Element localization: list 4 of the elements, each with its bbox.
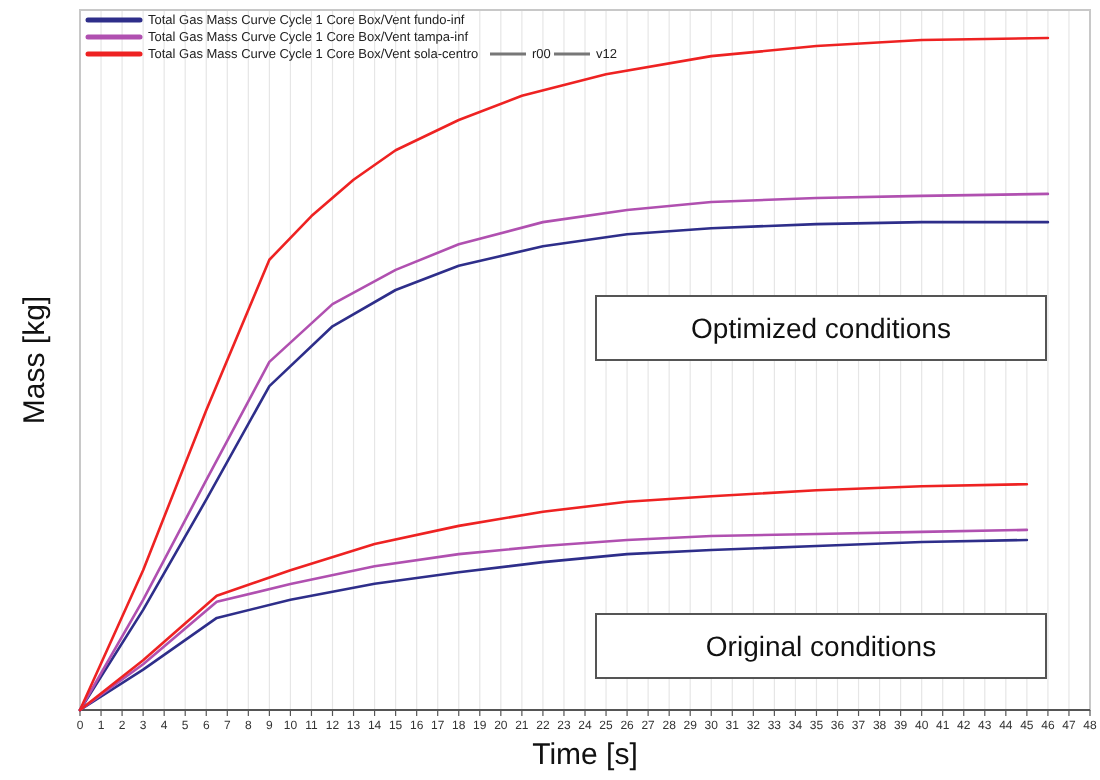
annotation: Optimized conditions [691,312,951,344]
annotation: Original conditions [705,630,937,662]
x-axis-title: Time [s] [532,738,638,772]
y-axis-title: Mass [kg] [18,295,52,425]
